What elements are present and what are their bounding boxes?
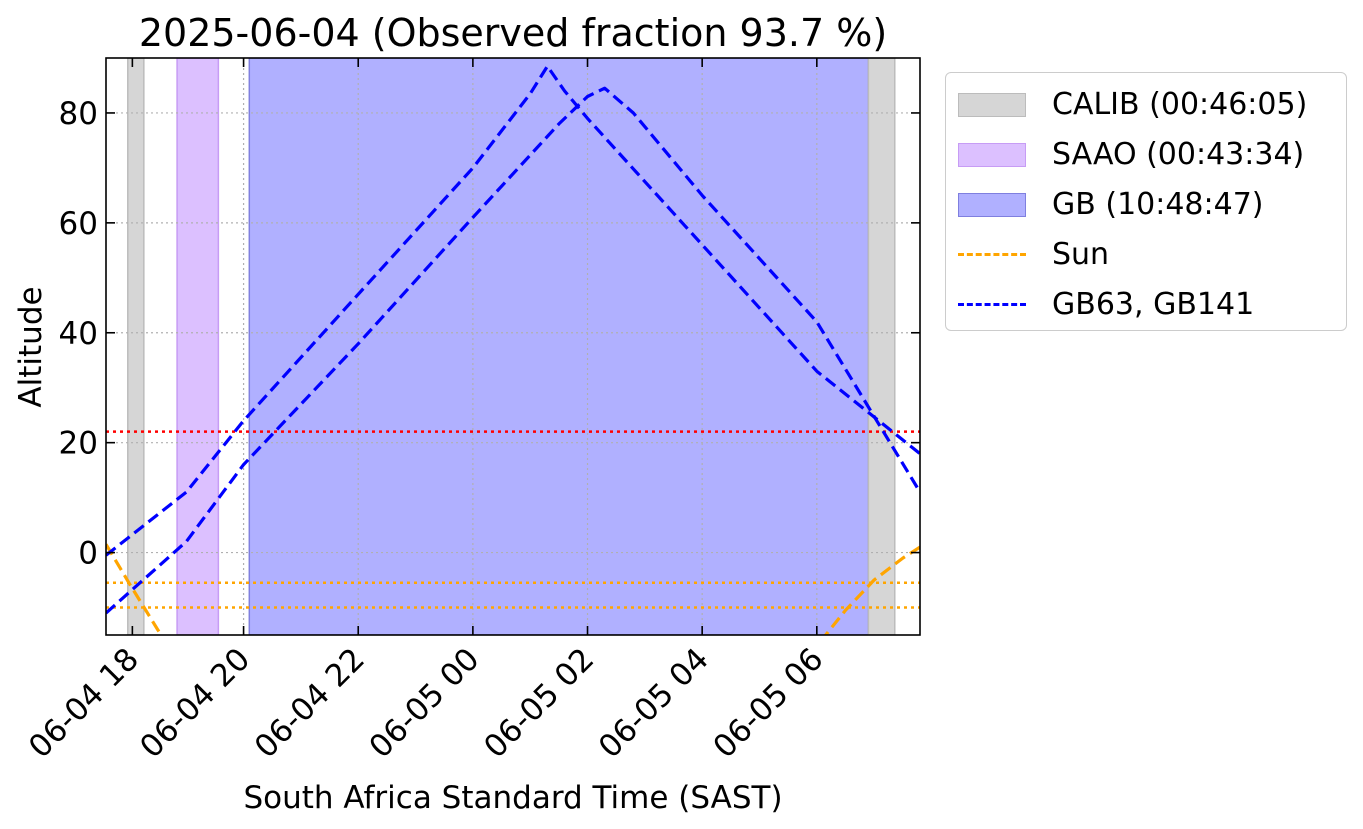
legend-swatch (958, 193, 1026, 217)
legend-swatch (958, 143, 1026, 167)
y-tick-label: 80 (59, 96, 98, 132)
legend-item: GB63, GB141 (946, 285, 1346, 325)
y-tick-label: 20 (59, 426, 98, 462)
shaded-interval-0 (127, 58, 145, 635)
shaded-interval-3 (867, 58, 896, 635)
series-line-0 (106, 543, 164, 635)
x-tick-label: 06-05 00 (363, 641, 487, 765)
y-tick-label: 60 (59, 206, 98, 242)
x-tick-label: 06-05 04 (592, 641, 716, 765)
legend-item: SAAO (00:43:34) (946, 135, 1346, 175)
shaded-interval-1 (176, 58, 220, 635)
x-tick-label: 06-04 18 (22, 641, 146, 765)
series-line-2 (106, 64, 920, 557)
legend-label: GB63, GB141 (1052, 287, 1255, 322)
legend-label: SAAO (00:43:34) (1052, 137, 1305, 172)
x-tick-label: 06-05 06 (706, 641, 830, 765)
legend-label: GB (10:48:47) (1052, 187, 1264, 222)
legend-swatch (958, 93, 1026, 117)
chart-legend: CALIB (00:46:05) SAAO (00:43:34) GB (10:48… (945, 72, 1347, 331)
legend-line-sample (958, 253, 1026, 256)
legend-item: GB (10:48:47) (946, 185, 1346, 225)
x-tick-label: 06-05 02 (477, 641, 601, 765)
y-tick-label: 0 (78, 536, 98, 572)
series-line-3 (106, 86, 920, 615)
legend-label: Sun (1052, 237, 1110, 272)
plot-frame (105, 57, 921, 636)
y-tick-label: 40 (59, 316, 98, 352)
legend-item: Sun (946, 235, 1346, 275)
y-axis-label: Altitude (13, 286, 49, 407)
x-axis-label: South Africa Standard Time (SAST) (243, 780, 782, 816)
legend-line-sample (958, 303, 1026, 306)
series-line-1 (823, 545, 920, 635)
x-tick-label: 06-04 20 (133, 641, 257, 765)
legend-label: CALIB (00:46:05) (1052, 87, 1308, 122)
x-tick-label: 06-04 22 (248, 641, 372, 765)
legend-item: CALIB (00:46:05) (946, 85, 1346, 125)
shaded-interval-2 (248, 58, 870, 635)
chart-title: 2025-06-04 (Observed fraction 93.7 %) (139, 11, 887, 55)
